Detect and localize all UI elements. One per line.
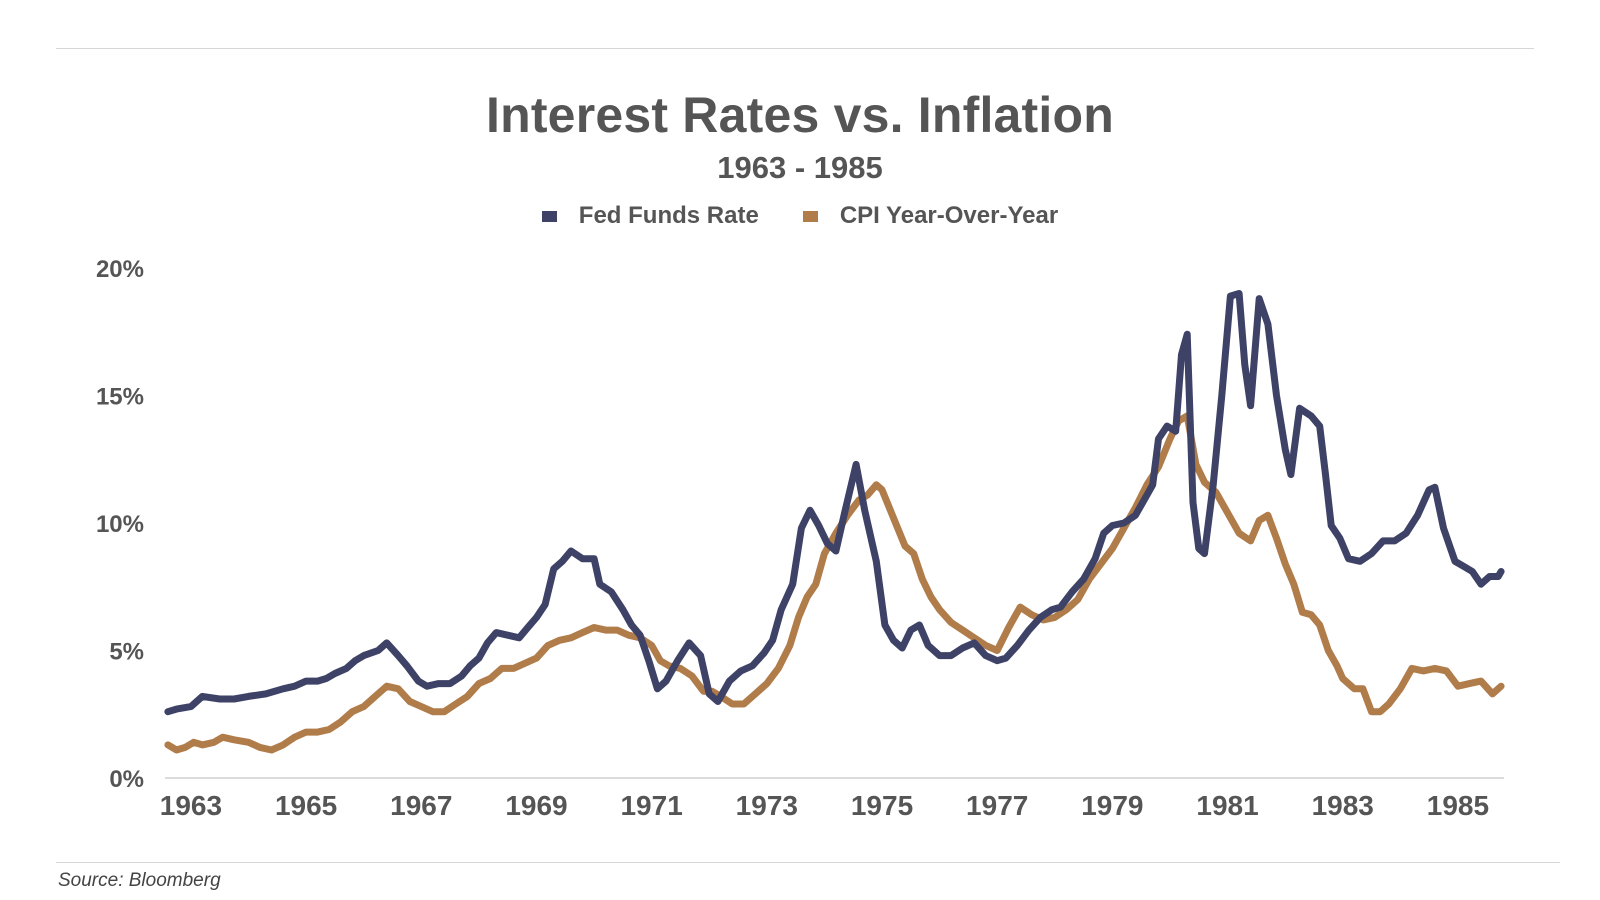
x-tick-label: 1979 [1081,790,1143,821]
x-tick-label: 1975 [851,790,913,821]
top-divider [56,48,1534,49]
x-tick-label: 1967 [390,790,452,821]
source-note: Source: Bloomberg [58,870,221,891]
chart-axes: 0% 5% 10% 15% 20% 1963 1965 1967 1969 1971 1973 197… [96,256,1504,821]
x-tick-label: 1977 [966,790,1028,821]
y-tick-label: 20% [96,256,144,283]
chart-series [164,290,1505,754]
bottom-divider [56,862,1560,863]
y-tick-label: 5% [109,639,144,666]
x-tick-label: 1985 [1427,790,1489,821]
x-tick-label: 1981 [1196,790,1258,821]
legend-swatch-fed-funds [541,210,557,222]
legend-item-fed-funds: Fed Funds Rate [541,202,759,230]
x-tick-label: 1963 [160,790,222,821]
y-tick-label: 15% [96,384,144,411]
legend-swatch-cpi [802,210,818,222]
x-tick-label: 1983 [1312,790,1374,821]
y-tick-label: 0% [109,766,144,793]
series-line-cpi-yoy [164,412,1505,754]
x-tick-label: 1971 [620,790,682,821]
chart-title: Interest Rates vs. Inflation [486,87,1114,143]
x-tick-label: 1969 [505,790,567,821]
x-tick-label: 1973 [736,790,798,821]
legend-label-cpi: CPI Year-Over-Year [839,202,1059,229]
chart-legend: Fed Funds Rate CPI Year-Over-Year [0,202,1600,230]
series-line-fed-funds-rate [164,290,1505,716]
legend-label-fed-funds: Fed Funds Rate [578,202,759,229]
legend-item-cpi: CPI Year-Over-Year [802,202,1059,230]
chart-subtitle: 1963 - 1985 [717,150,883,185]
x-tick-label: 1965 [275,790,337,821]
y-tick-label: 10% [96,511,144,538]
